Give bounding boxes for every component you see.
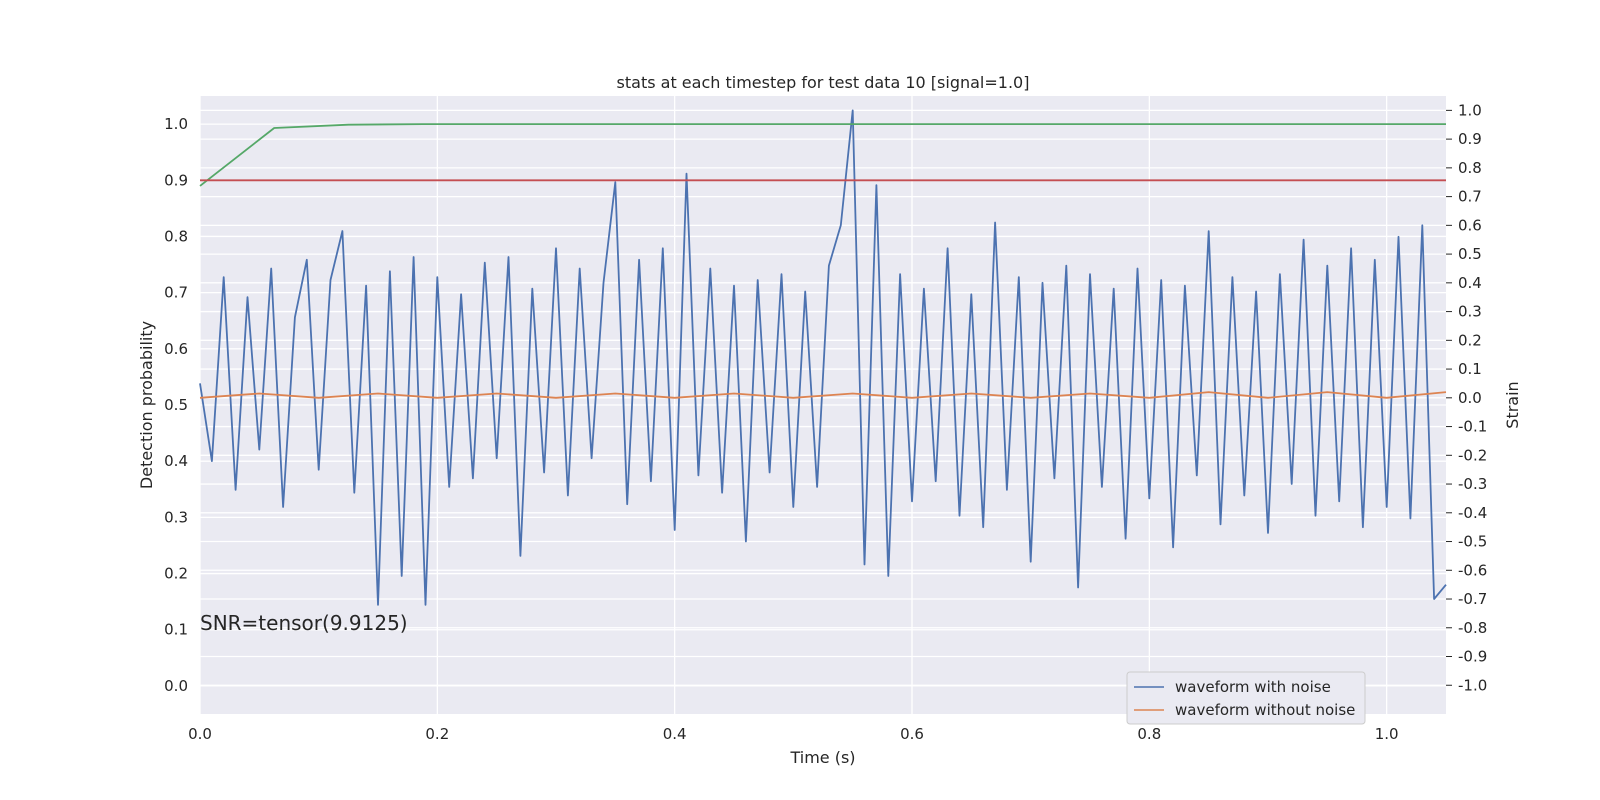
y-tick-label: 0.7: [164, 284, 188, 302]
series-layer: [199, 109, 1447, 606]
y2-tick-label: -0.8: [1458, 619, 1487, 637]
y-tick-label: 0.9: [164, 171, 188, 189]
y2-tick-label: 0.2: [1458, 331, 1482, 349]
y2-tick-label: 0.0: [1458, 389, 1482, 407]
x-tick-label: 0.2: [425, 725, 449, 743]
y2-tick-label: -0.2: [1458, 446, 1487, 464]
y-axis-label: Detection probability: [137, 321, 156, 489]
y2-tick-label: -0.3: [1458, 475, 1487, 493]
y2-tick-label: -0.6: [1458, 561, 1487, 579]
y2-axis-label: Strain: [1503, 381, 1522, 428]
legend-label-waveform-with-noise: waveform with noise: [1175, 678, 1331, 696]
y2-tick-label: -0.5: [1458, 533, 1487, 551]
y-tick-label: 0.6: [164, 340, 188, 358]
y2-tick-label: 0.6: [1458, 216, 1482, 234]
y-tick-label: 1.0: [164, 115, 188, 133]
y2-tick-label: 0.3: [1458, 303, 1482, 321]
y2-tick-label: -0.1: [1458, 418, 1487, 436]
y-tick-label: 0.8: [164, 227, 188, 245]
y-tick-label: 0.5: [164, 396, 188, 414]
legend: waveform with noise waveform without noi…: [1126, 671, 1366, 725]
series-line-waveform-with-noise: [199, 109, 1447, 606]
chart-title: stats at each timestep for test data 10 …: [617, 73, 1030, 92]
y2-tick-label: -1.0: [1458, 676, 1487, 694]
snr-annotation: SNR=tensor(9.9125): [200, 611, 408, 635]
y2-tick-label: 0.5: [1458, 245, 1482, 263]
y-tick-label: 0.3: [164, 508, 188, 526]
y2-tick-label: 1.0: [1458, 101, 1482, 119]
legend-box: [1126, 671, 1366, 725]
x-tick-label: 0.0: [188, 725, 212, 743]
series-line-waveform-without-noise: [199, 391, 1447, 399]
x-tick-label: 0.8: [1137, 725, 1161, 743]
y2-tick-label: 0.1: [1458, 360, 1482, 378]
y2-tick-label: 0.7: [1458, 188, 1482, 206]
y-tick-label: 0.1: [164, 621, 188, 639]
y2-tick-label: -0.7: [1458, 590, 1487, 608]
y2-tick-label: 0.8: [1458, 159, 1482, 177]
legend-label-waveform-without-noise: waveform without noise: [1175, 701, 1355, 719]
x-axis-label: Time (s): [789, 748, 855, 767]
y2-tick-label: 0.9: [1458, 130, 1482, 148]
x-tick-label: 0.4: [663, 725, 687, 743]
y2-tick-label: -0.4: [1458, 504, 1487, 522]
x-tick-label: 1.0: [1375, 725, 1399, 743]
y2-tick-label: -0.9: [1458, 648, 1487, 666]
y-tick-label: 0.4: [164, 452, 188, 470]
x-tick-label: 0.6: [900, 725, 924, 743]
y-tick-label: 0.2: [164, 565, 188, 583]
ticks-layer: 0.0 0.2 0.4 0.6 0.8 1.0 0.0 0.1 0.2 0.3 0.4 0.5 0.6 0…: [164, 101, 1487, 743]
y2-tick-label: 0.4: [1458, 274, 1482, 292]
series-line-2: [199, 123, 1446, 187]
y-tick-label: 0.0: [164, 677, 188, 695]
